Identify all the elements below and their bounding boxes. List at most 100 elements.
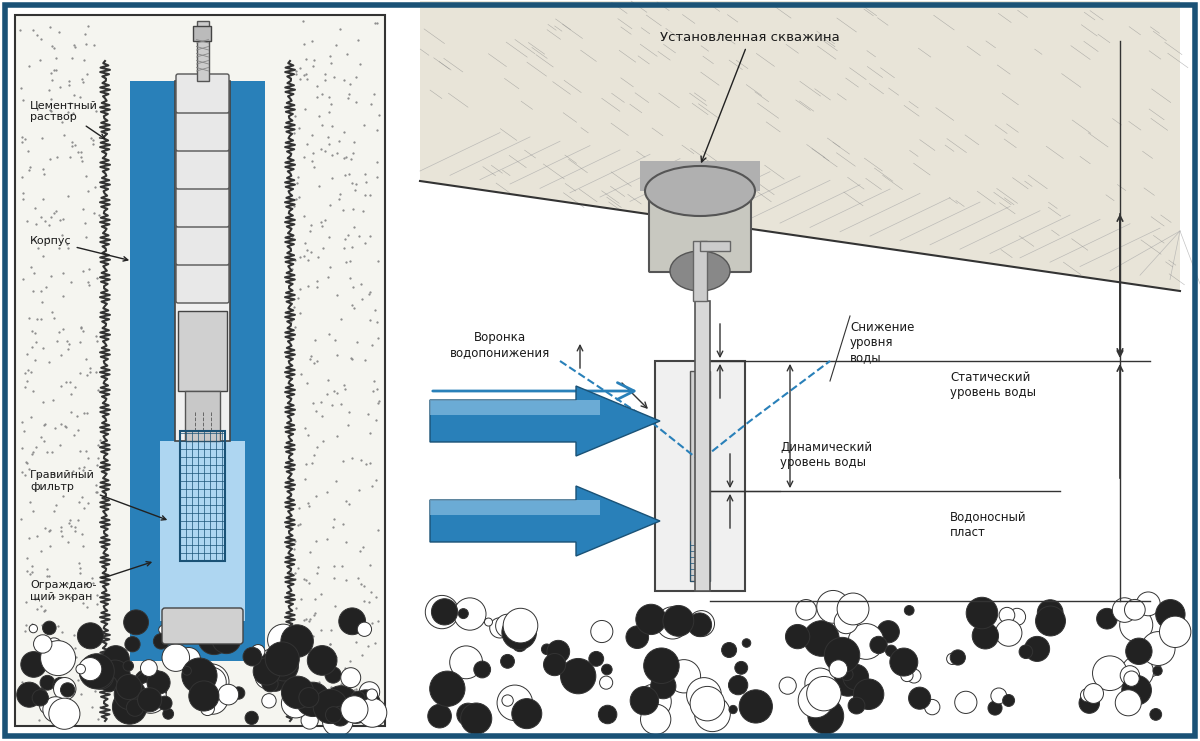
Circle shape [695,696,731,731]
Point [22,261,41,273]
Circle shape [41,641,76,676]
Point [47,499,66,511]
Circle shape [734,662,748,674]
Point [326,475,346,487]
Ellipse shape [670,251,730,291]
Point [28,530,47,542]
Point [304,687,323,699]
Point [337,574,356,586]
Circle shape [853,679,884,710]
Point [34,396,53,408]
Circle shape [947,654,958,665]
Point [42,40,61,52]
Point [71,336,90,348]
Point [89,439,108,451]
Point [22,623,41,635]
Point [52,525,71,536]
Circle shape [17,682,42,707]
Circle shape [817,591,850,623]
Point [359,408,378,420]
Point [296,67,316,79]
Point [41,540,60,552]
Point [40,104,59,116]
Point [347,637,366,648]
Point [31,599,50,611]
Circle shape [42,621,56,635]
Point [66,642,85,654]
Point [294,250,313,262]
Circle shape [1126,638,1152,665]
Point [68,424,88,436]
Point [288,562,307,574]
Point [305,161,324,173]
Point [61,276,80,288]
Point [350,58,370,70]
Point [368,255,388,267]
Point [40,356,59,368]
Circle shape [656,607,689,639]
Point [78,602,97,614]
Point [365,17,384,29]
Circle shape [358,698,386,727]
Point [352,711,371,722]
Point [37,447,56,459]
Point [343,282,362,293]
Point [13,187,32,199]
Point [361,585,380,597]
Circle shape [116,674,142,700]
Point [325,600,344,612]
Point [360,288,379,299]
Point [290,62,310,74]
Point [44,591,64,603]
Point [72,528,91,540]
Point [305,357,324,369]
Point [300,545,319,557]
Point [12,416,31,428]
Point [78,407,97,419]
Point [56,376,76,388]
Point [296,53,316,64]
Point [34,419,53,431]
Point [298,279,317,291]
Point [370,395,389,407]
Circle shape [1096,663,1117,685]
Point [348,34,367,46]
Point [347,683,366,695]
Circle shape [350,690,380,720]
Point [284,200,304,212]
FancyBboxPatch shape [176,264,229,303]
Point [319,230,338,242]
Circle shape [245,711,258,725]
Point [65,430,84,442]
Point [64,107,83,119]
Point [73,540,92,552]
Point [16,367,35,379]
Circle shape [53,677,68,692]
Point [60,517,79,529]
Circle shape [253,658,281,685]
Point [367,316,386,328]
Point [366,591,385,603]
Point [47,150,66,162]
Point [19,312,38,324]
Circle shape [323,705,353,737]
Circle shape [950,650,966,665]
Point [88,486,107,498]
Point [90,434,109,446]
Point [286,535,305,547]
Point [282,705,301,717]
Bar [695,301,710,591]
Point [312,119,331,131]
Point [354,580,373,592]
Point [28,30,47,41]
Circle shape [100,660,131,691]
Point [353,293,372,305]
Point [342,452,361,464]
Circle shape [485,618,492,626]
Point [288,519,307,531]
Point [12,82,31,94]
Circle shape [301,712,318,729]
Point [23,505,42,516]
Point [352,454,371,466]
Point [320,106,340,118]
